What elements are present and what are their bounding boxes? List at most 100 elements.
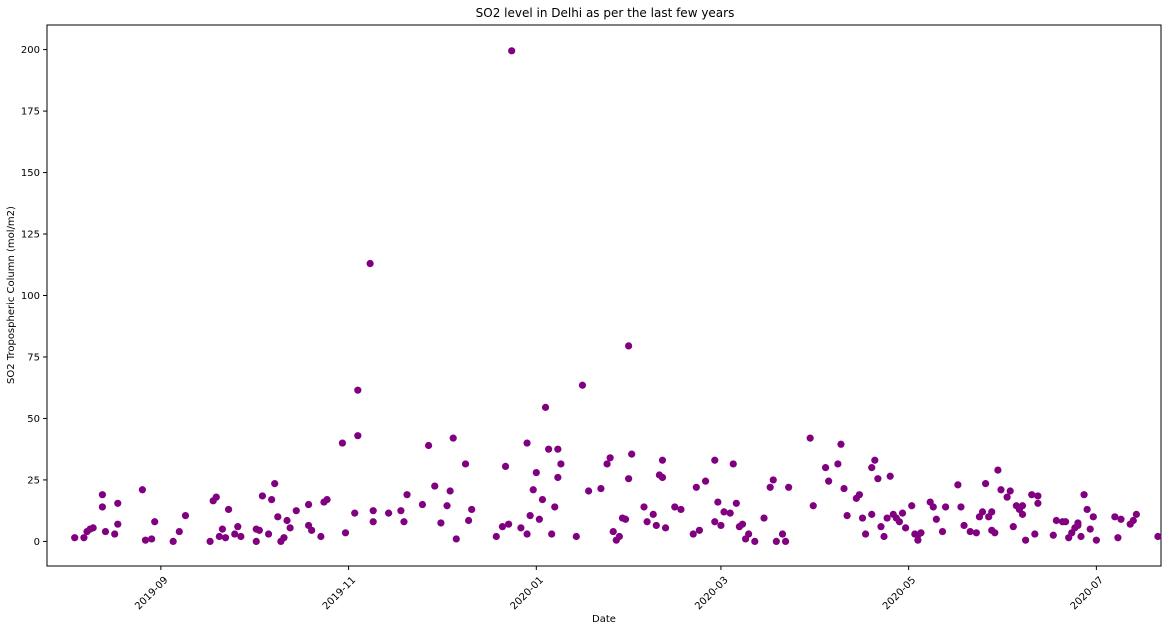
data-point [1034, 499, 1042, 507]
data-point [98, 491, 106, 499]
data-point [1086, 525, 1094, 533]
data-point [501, 462, 510, 471]
data-point [991, 529, 999, 537]
data-point [1003, 493, 1011, 501]
data-point [468, 505, 476, 514]
data-point [218, 525, 227, 533]
y-tick-label: 75 [27, 352, 40, 363]
data-point [671, 503, 679, 511]
data-point [1132, 510, 1140, 518]
data-point [978, 508, 987, 516]
data-point [883, 514, 891, 522]
data-point [997, 486, 1005, 494]
data-point [1049, 531, 1057, 539]
data-point [538, 496, 547, 504]
data-point [701, 477, 710, 485]
data-point [806, 434, 814, 442]
data-point [114, 520, 122, 528]
data-point [317, 532, 325, 541]
data-point [898, 509, 907, 517]
y-axis: 0 25 50 75 100 125 150 175 200 [21, 45, 47, 548]
data-point [717, 521, 725, 530]
data-point [877, 523, 885, 531]
data-point [874, 475, 882, 483]
data-point [1083, 505, 1091, 514]
data-point [231, 530, 239, 538]
data-point [212, 493, 220, 501]
data-point [1009, 523, 1017, 531]
data-point [809, 502, 817, 510]
data-point [431, 482, 439, 490]
data-point [446, 487, 454, 495]
data-point [938, 527, 947, 536]
y-tick-label: 200 [21, 45, 40, 56]
data-point [843, 511, 851, 520]
data-point [304, 500, 313, 509]
data-point [548, 530, 556, 538]
data-point [206, 537, 214, 546]
data-point [941, 503, 950, 511]
data-point [523, 439, 531, 447]
data-point [578, 381, 587, 389]
data-point [895, 518, 904, 526]
data-point [751, 537, 759, 546]
data-point [726, 509, 734, 517]
data-points [71, 47, 1162, 546]
plot-area-frame [46, 24, 1162, 567]
data-point [868, 464, 876, 472]
data-point [1028, 491, 1036, 499]
data-point [397, 507, 405, 515]
data-point [237, 532, 245, 541]
data-point [729, 460, 737, 468]
y-axis-label: SO2 Tropospheric Column (mol/m2) [6, 206, 17, 384]
data-point [954, 481, 962, 489]
data-point [255, 526, 263, 534]
x-tick-label: 2020-05 [881, 575, 918, 612]
data-point [71, 534, 79, 542]
data-point [914, 536, 922, 544]
data-point [932, 515, 940, 523]
data-point [1077, 532, 1085, 541]
data-point [443, 502, 451, 510]
data-point [880, 532, 888, 541]
data-point [609, 527, 617, 536]
data-point [825, 477, 833, 485]
data-point [871, 456, 879, 464]
data-point [972, 529, 980, 537]
data-point [960, 521, 968, 530]
data-point [625, 342, 633, 350]
data-point [821, 464, 830, 472]
data-point [424, 441, 433, 450]
data-point [449, 434, 457, 442]
data-point [554, 473, 562, 482]
data-point [901, 524, 910, 532]
data-point [384, 509, 393, 517]
data-point [437, 519, 445, 527]
data-point [452, 535, 460, 543]
data-point [148, 535, 156, 543]
data-point [621, 515, 630, 523]
data-point [917, 529, 925, 537]
data-point [738, 520, 747, 528]
data-point [369, 518, 377, 526]
data-point [855, 491, 864, 499]
data-point [695, 526, 703, 534]
data-point [111, 530, 119, 538]
data-point [224, 505, 233, 514]
data-point [492, 532, 500, 541]
data-point [286, 524, 294, 532]
data-point [840, 484, 848, 493]
data-point [778, 530, 787, 538]
data-point [341, 529, 350, 537]
data-point [1006, 487, 1014, 495]
data-point [274, 513, 282, 521]
data-point [994, 466, 1002, 474]
data-point [532, 468, 540, 477]
data-point [781, 537, 790, 546]
data-point [258, 492, 267, 500]
data-point [597, 484, 605, 493]
data-point [498, 523, 507, 531]
y-tick-label: 25 [27, 475, 40, 486]
data-point [101, 527, 110, 536]
